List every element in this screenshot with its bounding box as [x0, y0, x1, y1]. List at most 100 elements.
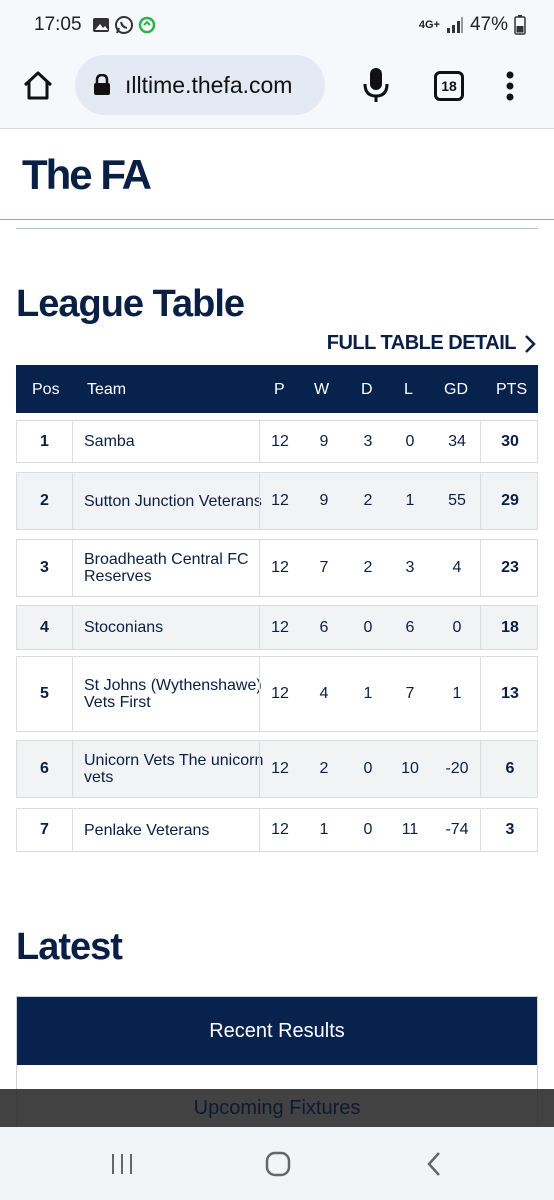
mic-icon[interactable] [360, 65, 392, 105]
col-played: P [274, 381, 285, 398]
row-lost: 10 [401, 760, 419, 777]
row-stats: 12 6 0 6 0 [259, 606, 481, 649]
table-row[interactable]: 3 Broadheath Central FC Reserves 12 7 2 3 4 23 [16, 539, 538, 597]
row-stats: 12 2 0 10 -20 [259, 741, 481, 797]
recents-icon[interactable] [102, 1147, 142, 1181]
row-points: 3 [505, 821, 515, 838]
kebab-menu-icon[interactable] [500, 68, 520, 104]
sync-icon [138, 16, 156, 34]
table-row[interactable]: 7 Penlake Veterans 12 1 0 11 -74 3 [16, 808, 538, 852]
chevron-right-icon[interactable] [524, 334, 536, 354]
row-team-name[interactable]: Broadheath Central FC Reserves [84, 551, 249, 585]
tab-upcoming-fixtures[interactable]: Upcoming Fixtures [193, 1096, 361, 1119]
col-lost: L [404, 381, 413, 398]
row-lost: 0 [405, 432, 415, 450]
tab-recent-results[interactable]: Recent Results [17, 997, 537, 1065]
row-goal-difference: -20 [445, 760, 469, 777]
row-team-name[interactable]: Stoconians [84, 619, 164, 636]
row-stats: 12 9 3 0 34 [259, 421, 481, 462]
home-icon[interactable] [18, 66, 58, 106]
row-played: 12 [271, 685, 289, 702]
row-won: 9 [319, 432, 329, 450]
row-won: 6 [319, 618, 329, 636]
row-goal-difference: 34 [448, 432, 466, 450]
status-bar: 17:05 4G+ 47% [0, 0, 554, 50]
row-position: 5 [17, 657, 73, 731]
row-points: 18 [501, 618, 519, 636]
table-row[interactable]: 1 Samba 12 9 3 0 34 30 [16, 420, 538, 463]
row-goal-difference: 0 [452, 618, 462, 636]
table-row[interactable]: 2 Sutton Junction Veterans 12 9 2 1 55 29 [16, 472, 538, 530]
gallery-icon [92, 16, 110, 34]
battery-percent: 47% [469, 14, 508, 35]
full-table-detail-link[interactable]: FULL TABLE DETAIL [327, 332, 536, 355]
row-team-name[interactable]: Samba [84, 433, 135, 450]
row-drawn: 0 [363, 618, 373, 636]
back-icon[interactable] [414, 1147, 454, 1181]
lock-icon[interactable] [93, 74, 111, 96]
row-team-name[interactable]: St Johns (Wythenshawe) Vets First [84, 677, 262, 711]
row-points: 29 [501, 492, 519, 509]
row-played: 12 [271, 618, 289, 636]
network-type: 4G+ [418, 18, 440, 31]
row-position: 7 [17, 809, 73, 851]
table-row[interactable]: 6 Unicorn Vets The unicorn vets 12 2 0 10 -20 6 [16, 740, 538, 798]
bottom-overlay [0, 1089, 554, 1127]
tab-switcher-button[interactable]: 18 [434, 71, 464, 101]
row-position: 6 [17, 741, 73, 797]
row-lost: 3 [405, 559, 415, 576]
row-position: 2 [17, 473, 73, 529]
row-won: 1 [319, 821, 329, 838]
row-played: 12 [271, 821, 289, 838]
league-table-heading: League Table [16, 283, 245, 325]
site-header: The FA [0, 128, 554, 220]
site-logo[interactable]: The FA [22, 151, 152, 198]
row-drawn: 2 [363, 559, 373, 576]
table-row[interactable]: 4 Stoconians 12 6 0 6 0 18 [16, 605, 538, 650]
row-lost: 1 [405, 492, 415, 509]
row-drawn: 0 [363, 760, 373, 777]
row-won: 7 [319, 559, 329, 576]
url-text[interactable]: ılltime.thefa.com [125, 71, 293, 98]
row-lost: 6 [405, 618, 415, 636]
address-bar[interactable]: ılltime.thefa.com [75, 55, 325, 115]
row-position: 1 [17, 421, 73, 462]
row-won: 9 [319, 492, 329, 509]
divider [16, 228, 538, 229]
full-table-detail-label[interactable]: FULL TABLE DETAIL [326, 332, 517, 354]
table-row[interactable]: 5 St Johns (Wythenshawe) Vets First 12 4 1 7 1… [16, 656, 538, 732]
row-played: 12 [271, 760, 289, 777]
row-position: 3 [17, 540, 73, 596]
row-position: 4 [17, 606, 73, 649]
latest-heading: Latest [16, 926, 123, 968]
row-drawn: 1 [363, 685, 373, 702]
row-stats: 12 1 0 11 -74 [259, 809, 481, 851]
whatsapp-icon [114, 15, 134, 35]
row-points: 23 [501, 559, 519, 576]
col-pos: Pos [32, 381, 60, 398]
table-header: Pos Team P W D L GD PTS [16, 365, 538, 413]
row-team-name[interactable]: Penlake Veterans [84, 821, 210, 839]
col-won: W [314, 381, 330, 398]
row-drawn: 2 [363, 492, 373, 509]
row-points: 6 [505, 760, 515, 777]
row-played: 12 [271, 432, 289, 450]
battery-icon [514, 15, 526, 35]
row-stats: 12 4 1 7 1 [259, 657, 481, 731]
row-points: 13 [501, 685, 519, 702]
row-goal-difference: -74 [445, 821, 469, 838]
row-played: 12 [271, 492, 289, 509]
status-right: 4G+ 47% [419, 14, 526, 36]
col-team: Team [87, 381, 127, 398]
home-circle-icon[interactable] [258, 1147, 298, 1181]
row-drawn: 0 [363, 821, 373, 838]
row-stats: 12 9 2 1 55 [259, 473, 481, 529]
row-team-name[interactable]: Unicorn Vets The unicorn vets [84, 752, 264, 786]
status-time: 17:05 [34, 14, 82, 35]
row-lost: 7 [405, 685, 415, 702]
row-drawn: 3 [363, 432, 373, 450]
row-team-name[interactable]: Sutton Junction Veterans [84, 492, 262, 510]
browser-toolbar: ılltime.thefa.com 18 [0, 50, 554, 128]
row-stats: 12 7 2 3 4 [259, 540, 481, 596]
row-points: 30 [501, 432, 519, 450]
